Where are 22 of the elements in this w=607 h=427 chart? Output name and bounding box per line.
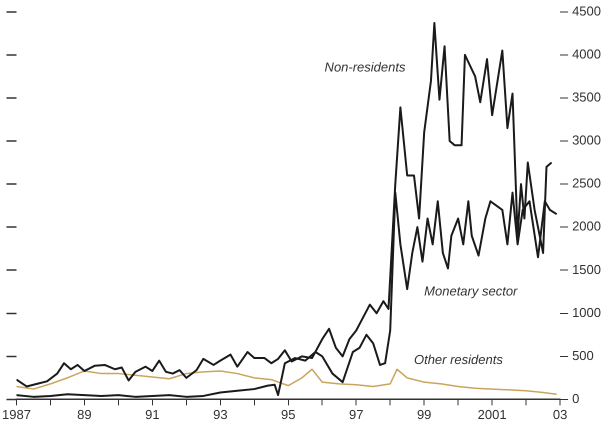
x-tick-label: 95 — [281, 406, 296, 422]
y-tick-label: 4000 — [572, 46, 601, 62]
x-tick-label: 97 — [348, 406, 364, 422]
series-label: Non-residents — [324, 59, 406, 74]
y-tick-label: 1500 — [572, 262, 601, 277]
x-tick-label: 03 — [552, 406, 568, 422]
y-tick-label: 500 — [572, 348, 594, 363]
x-tick-label: 89 — [77, 406, 92, 422]
x-tick-label: 93 — [213, 406, 228, 422]
y-tick-label: 2500 — [572, 176, 601, 191]
y-tick-label: 4500 — [572, 3, 601, 18]
series-label: Other residents — [414, 352, 504, 368]
y-tick-label: 3500 — [572, 90, 601, 105]
y-tick-label: 2000 — [572, 218, 601, 234]
series-label: Monetary sector — [424, 283, 518, 298]
x-tick-label: 91 — [145, 406, 160, 422]
x-tick-label: 99 — [416, 406, 432, 422]
y-tick-label: 0 — [572, 390, 580, 406]
y-tick-label: 1000 — [572, 304, 601, 320]
x-tick-label: 2001 — [478, 406, 507, 422]
y-tick-label: 3000 — [572, 132, 601, 148]
x-tick-label: 1987 — [2, 406, 31, 422]
